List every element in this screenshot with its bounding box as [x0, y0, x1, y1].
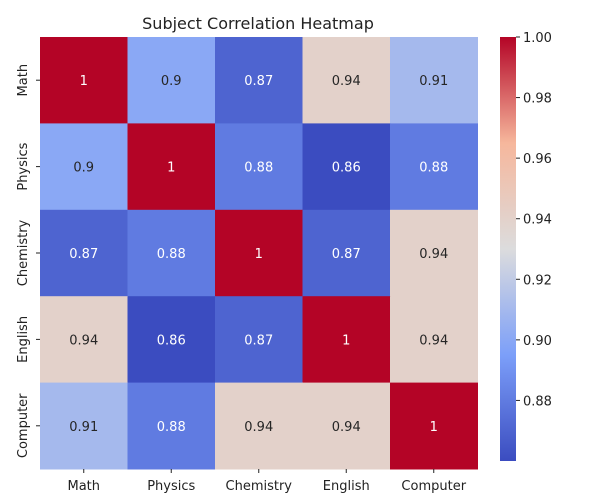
x-tick-label: Computer [401, 479, 466, 494]
cell-value-label: 0.88 [244, 161, 273, 176]
colorbar-tick-label: 0.94 [523, 213, 552, 228]
cell-value-label: 0.87 [244, 333, 273, 348]
heatmap-cell [40, 209, 128, 297]
cell-value-label: 0.94 [332, 420, 361, 435]
cell-value-label: 0.94 [244, 420, 273, 435]
cell-value-label: 1 [430, 420, 438, 435]
cell-value-label: 1 [255, 247, 263, 262]
chart-title: Subject Correlation Heatmap [142, 14, 374, 33]
heatmap-cell [390, 37, 478, 124]
heatmap-cell [215, 296, 303, 384]
cell-value-label: 0.91 [419, 74, 448, 89]
cell-value-label: 0.86 [157, 333, 186, 348]
cell-value-label: 0.91 [69, 420, 98, 435]
heatmap-cell [215, 382, 303, 470]
colorbar-tick-label: 0.98 [523, 92, 552, 107]
y-tick-labels: Math Physics Chemistry English Computer [16, 64, 40, 458]
y-tick-label: Computer [16, 393, 31, 458]
heatmap-cell [127, 382, 216, 470]
heatmap-cell [302, 37, 391, 124]
cell-value-label: 0.88 [157, 247, 186, 262]
cell-value-label: 0.87 [244, 74, 273, 89]
cell-value-label: 0.94 [332, 74, 361, 89]
cell-value-label: 0.88 [419, 161, 448, 176]
cell-value-label: 0.87 [69, 247, 98, 262]
colorbar-tick-label: 1.00 [523, 31, 552, 46]
cell-value-label: 0.88 [157, 420, 186, 435]
heatmap-cell [302, 209, 391, 297]
cell-value-label: 1 [342, 333, 350, 348]
heatmap-cell [127, 296, 216, 384]
heatmap-cell [215, 123, 303, 211]
heatmap-cell [40, 37, 128, 124]
heatmap-cell [127, 209, 216, 297]
x-tick-label: Math [67, 479, 100, 494]
heatmap-cell [390, 209, 478, 297]
x-tick-label: Chemistry [226, 479, 293, 494]
cell-value-label: 0.94 [419, 333, 448, 348]
x-tick-label: English [323, 479, 370, 494]
y-tick-label: Math [16, 64, 31, 97]
heatmap-cell [302, 123, 391, 211]
cell-value-label: 1 [80, 74, 88, 89]
heatmap-cell [390, 123, 478, 211]
x-tick-labels: Math Physics Chemistry English Computer [67, 469, 467, 494]
heatmap-cell [127, 123, 216, 211]
cell-value-label: 0.94 [69, 333, 98, 348]
heatmap-cell [40, 296, 128, 384]
heatmap-cell [127, 37, 216, 124]
heatmap-cells: 1 0.9 0.87 0.94 0.910.9 1 0.88 0.86 0.880.87 0.88… [40, 37, 478, 470]
heatmap-cell [390, 382, 478, 470]
y-tick-label: Chemistry [16, 219, 31, 286]
cell-value-label: 0.86 [332, 161, 361, 176]
cell-value-label: 0.9 [73, 161, 94, 176]
heatmap-cell [215, 209, 303, 297]
colorbar: 0.88 0.90 0.92 0.94 0.96 0.98 1.00 [500, 31, 552, 461]
cell-value-label: 0.87 [332, 247, 361, 262]
heatmap-cell [215, 37, 303, 124]
cell-value-label: 0.94 [419, 247, 448, 262]
colorbar-tick-label: 0.96 [523, 152, 552, 167]
heatmap-cell [390, 296, 478, 384]
x-tick-label: Physics [147, 479, 195, 494]
colorbar-tick-label: 0.88 [523, 394, 552, 409]
heatmap-cell [302, 382, 391, 470]
colorbar-tick-label: 0.90 [523, 334, 552, 349]
heatmap-cell [40, 382, 128, 470]
heatmap-cell [302, 296, 391, 384]
heatmap-cell [40, 123, 128, 211]
colorbar-tick-label: 0.92 [523, 273, 552, 288]
y-tick-label: English [16, 316, 31, 363]
colorbar-gradient [500, 37, 516, 461]
cell-value-label: 1 [167, 161, 175, 176]
cell-value-label: 0.9 [161, 74, 182, 89]
y-tick-label: Physics [16, 142, 31, 190]
